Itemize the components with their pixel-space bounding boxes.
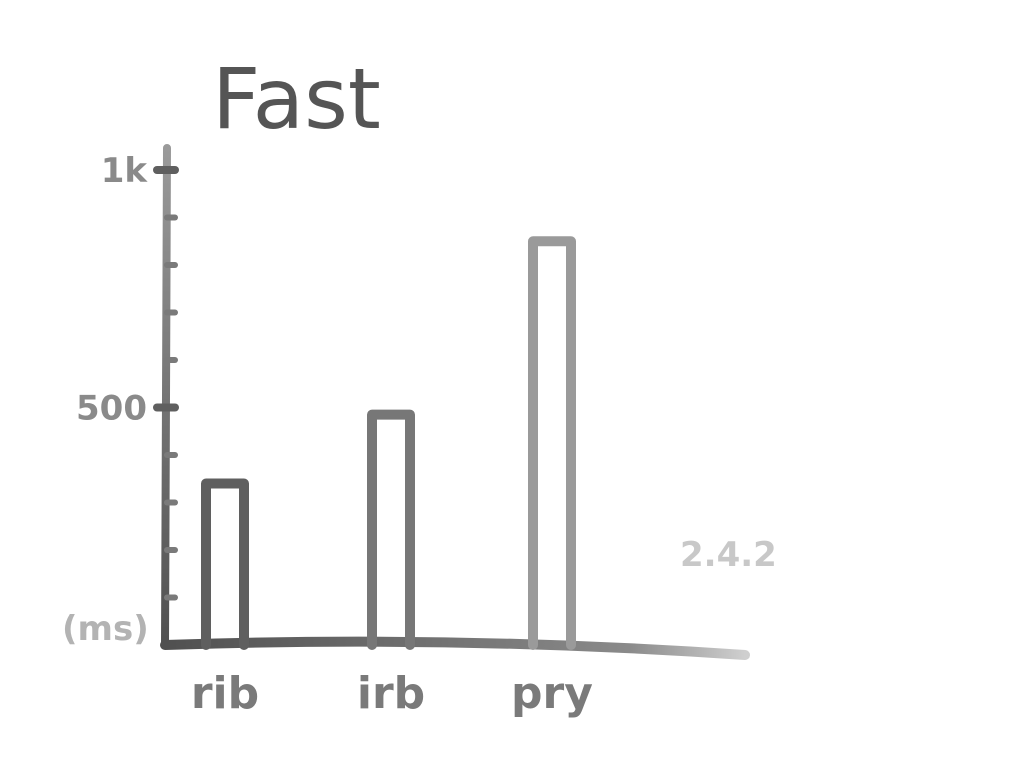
x-tick-label-pry: pry	[511, 668, 593, 719]
bar-irb	[367, 409, 415, 650]
version-annotation: 2.4.2	[680, 535, 777, 575]
labels: 1k 500 rib irb pry	[76, 151, 593, 719]
bar-rib	[201, 478, 249, 650]
x-tick-label-irb: irb	[357, 668, 425, 719]
chart-title: Fast	[212, 50, 381, 148]
x-tick-label-rib: rib	[191, 668, 259, 719]
y-tick-label: 500	[76, 389, 147, 429]
x-axis-line	[160, 636, 750, 660]
y-tick-label: 1k	[101, 151, 149, 191]
bar-pry	[528, 236, 576, 650]
y-axis-line	[161, 144, 171, 649]
bars	[201, 236, 576, 650]
y-axis-unit-label: (ms)	[62, 609, 149, 649]
